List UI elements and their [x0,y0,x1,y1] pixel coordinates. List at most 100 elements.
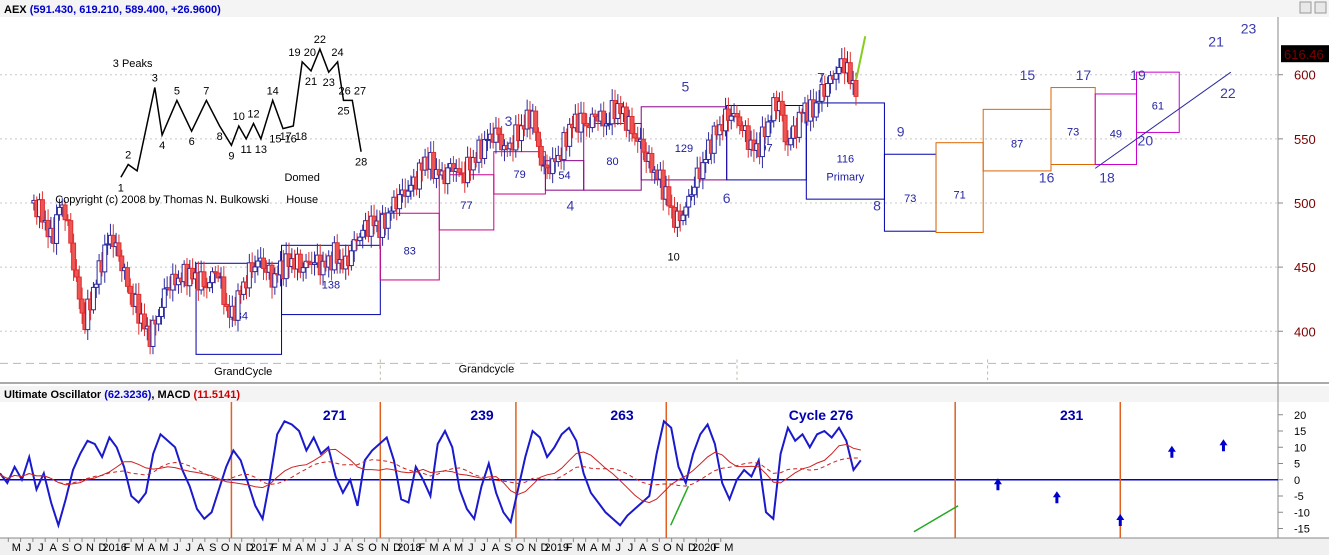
candle-body [303,260,309,269]
osc-tick-label: 15 [1294,426,1306,438]
box-label: 73 [904,193,916,205]
pattern-box [935,142,984,233]
macd-signal-line [0,457,861,487]
candle-body [796,111,802,138]
candle-body [252,266,258,273]
sketch-point-label: 6 [189,136,195,148]
month-label: O [663,542,672,554]
month-label: S [209,542,216,554]
box-label: 129 [675,143,693,155]
sketch-point-label: 22 [314,34,326,46]
candle-body [592,113,598,118]
sketch-point-label: 21 [305,76,317,88]
box-label: 138 [322,279,340,291]
sketch-point-label: 26 27 [339,85,367,97]
candle-body [209,271,215,284]
candle-body [499,133,505,151]
box-label: 49 [1110,129,1122,141]
month-label: 2017 [250,542,274,554]
month-label: A [639,542,647,554]
box-label: 61 [1152,101,1164,113]
month-label: N [528,542,536,554]
candle-body [680,214,686,222]
candle-body [847,62,853,85]
month-label: D [541,542,549,554]
sketch-point-label: 8 [217,131,223,143]
month-label: N [233,542,241,554]
candle-body [691,186,697,196]
month-label: M [429,542,438,554]
wave-label: 20 [1138,132,1154,148]
candle-body [156,316,162,325]
price-tick-label: 550 [1294,132,1316,147]
arrow-up-icon [1219,439,1228,452]
candle-body [660,169,666,200]
sketch-point-label: 19 20 [288,47,316,59]
candle-body [535,131,541,147]
candle-body [669,205,675,208]
month-label: 2020 [692,542,716,554]
candle-body [351,239,357,252]
ultimate-oscillator-line [0,419,862,529]
osc-title-bar [0,386,1329,402]
month-label: S [62,542,69,554]
box-label: 87 [1011,139,1023,151]
month-label: M [601,542,610,554]
candle-body [306,260,312,263]
candle-body [110,234,116,248]
pattern-name: House [286,194,318,206]
pattern-name: 3 Peaks [113,58,153,70]
candle-body [686,195,692,208]
candle-body [357,236,363,242]
box-label-sub: Primary [826,172,864,184]
osc-tick-label: 5 [1294,459,1300,471]
wave-label: 18 [1099,169,1115,185]
month-label: A [443,542,451,554]
candle-body [836,66,842,75]
candle-body [768,120,774,123]
candle-body [703,158,709,164]
pattern-box [805,102,885,200]
pattern-box [1135,71,1180,133]
sketch-point-label: 4 [159,140,165,152]
candle-body [550,158,556,175]
wave-label: 4 [567,198,575,214]
sketch-point-label: 10 [233,111,245,123]
candle-body [745,125,751,150]
month-label: F [713,542,720,554]
wave-label: 5 [682,78,690,94]
month-label: D [393,542,401,554]
trend-line [1094,71,1232,169]
month-label: M [135,542,144,554]
candle-body [161,288,167,308]
month-label: S [651,542,658,554]
month-label: A [295,542,303,554]
candle-body [601,110,607,127]
sketch-point-label: 28 [355,157,367,169]
candle-body [765,121,771,137]
candle-body [853,79,859,97]
month-label: A [590,542,598,554]
month-label: J [173,542,179,554]
arrow-up-icon [1167,445,1176,458]
candle-body [90,286,96,311]
candle-body [255,260,261,268]
candle-body [150,319,156,347]
wave-label: 3 [505,113,513,129]
candle-body [320,260,326,276]
candle-body [116,242,122,257]
candle-body [39,199,45,223]
price-title-name: AEX [4,4,30,16]
candle-body [825,83,831,97]
candle-body [54,214,60,244]
candle-body [606,123,612,126]
candle-body [816,100,822,104]
osc-tick-label: -10 [1294,507,1310,519]
month-label: A [148,542,156,554]
candle-body [683,206,689,216]
candle-body [68,220,74,244]
box-label: 83 [404,246,416,258]
sketch-point-label: 17 18 [280,131,308,143]
candle-body [246,262,252,289]
candle-body [76,276,82,300]
